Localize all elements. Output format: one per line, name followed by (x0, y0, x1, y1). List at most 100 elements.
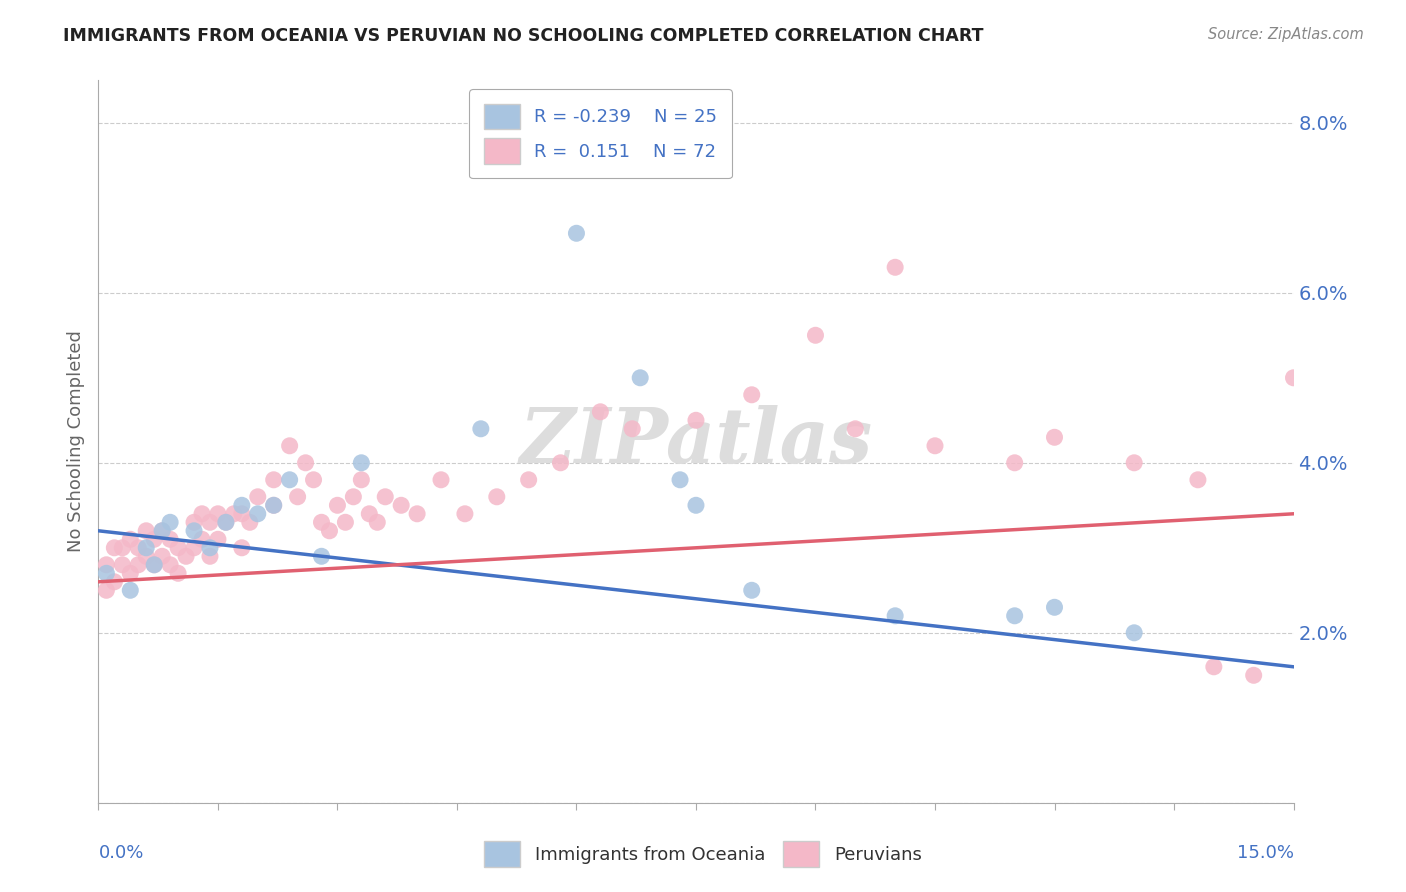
Point (311, 516, 333, 530)
Point (294, 456, 316, 470)
Point (96, 558, 118, 572)
Point (198, 541, 221, 555)
Point (191, 507, 214, 521)
Point (389, 498, 412, 512)
Point (485, 490, 508, 504)
Text: 15.0%: 15.0% (1236, 845, 1294, 863)
Point (470, 422, 492, 436)
Point (231, 541, 253, 555)
Point (350, 473, 373, 487)
Point (1004, 608, 1026, 623)
Point (804, 328, 827, 343)
Point (120, 533, 142, 547)
Point (884, 260, 907, 275)
Point (741, 388, 763, 402)
Point (159, 516, 181, 530)
Point (263, 498, 285, 512)
Point (302, 473, 325, 487)
Point (96, 566, 118, 581)
Legend: R = -0.239    N = 25, R =  0.151    N = 72: R = -0.239 N = 25, R = 0.151 N = 72 (470, 89, 731, 178)
Point (183, 516, 205, 530)
Point (628, 371, 651, 385)
Point (287, 490, 309, 504)
Point (207, 533, 229, 547)
Point (198, 549, 221, 564)
Point (318, 524, 340, 538)
Point (924, 439, 946, 453)
Point (120, 583, 142, 598)
Point (342, 490, 364, 504)
Point (350, 456, 373, 470)
Point (406, 507, 429, 521)
Point (335, 516, 357, 530)
Point (685, 498, 707, 512)
Point (278, 439, 301, 453)
Point (143, 558, 166, 572)
Text: Source: ZipAtlas.com: Source: ZipAtlas.com (1208, 27, 1364, 42)
Point (120, 566, 142, 581)
Text: ZIPatlas: ZIPatlas (519, 405, 873, 478)
Point (231, 498, 253, 512)
Point (374, 490, 396, 504)
Point (454, 507, 477, 521)
Point (246, 507, 269, 521)
Point (135, 541, 157, 555)
Text: IMMIGRANTS FROM OCEANIA VS PERUVIAN NO SCHOOLING COMPLETED CORRELATION CHART: IMMIGRANTS FROM OCEANIA VS PERUVIAN NO S… (63, 27, 984, 45)
Point (103, 541, 125, 555)
Y-axis label: No Schooling Completed: No Schooling Completed (66, 331, 84, 552)
Point (1123, 456, 1146, 470)
Point (326, 498, 349, 512)
Point (359, 507, 381, 521)
Point (1043, 600, 1066, 615)
Point (1243, 668, 1265, 682)
Point (207, 507, 229, 521)
Point (884, 608, 907, 623)
Point (167, 541, 190, 555)
Point (183, 524, 205, 538)
Point (278, 473, 301, 487)
Point (311, 549, 333, 564)
Text: 0.0%: 0.0% (98, 845, 143, 863)
Point (239, 516, 262, 530)
Point (430, 473, 453, 487)
Point (150, 549, 173, 564)
Point (150, 524, 173, 538)
Point (1202, 660, 1225, 674)
Point (103, 574, 125, 589)
Point (191, 533, 214, 547)
Point (143, 558, 166, 572)
Point (1187, 473, 1209, 487)
Point (1282, 371, 1305, 385)
Point (366, 516, 388, 530)
Point (159, 558, 181, 572)
Point (621, 422, 644, 436)
Point (127, 541, 149, 555)
Point (183, 541, 205, 555)
Point (231, 507, 253, 521)
Point (143, 533, 166, 547)
Point (215, 516, 238, 530)
Point (96, 583, 118, 598)
Point (1043, 430, 1066, 444)
Legend: Immigrants from Oceania, Peruvians: Immigrants from Oceania, Peruvians (477, 834, 929, 874)
Point (135, 549, 157, 564)
Point (589, 405, 612, 419)
Point (741, 583, 763, 598)
Point (263, 473, 285, 487)
Point (844, 422, 866, 436)
Point (135, 524, 157, 538)
Point (263, 498, 285, 512)
Point (669, 473, 692, 487)
Point (246, 490, 269, 504)
Point (685, 413, 707, 427)
Point (1123, 625, 1146, 640)
Point (111, 558, 134, 572)
Point (517, 473, 540, 487)
Point (174, 549, 197, 564)
Point (159, 533, 181, 547)
Point (222, 507, 245, 521)
Point (550, 456, 572, 470)
Point (167, 566, 190, 581)
Point (215, 516, 238, 530)
Point (111, 541, 134, 555)
